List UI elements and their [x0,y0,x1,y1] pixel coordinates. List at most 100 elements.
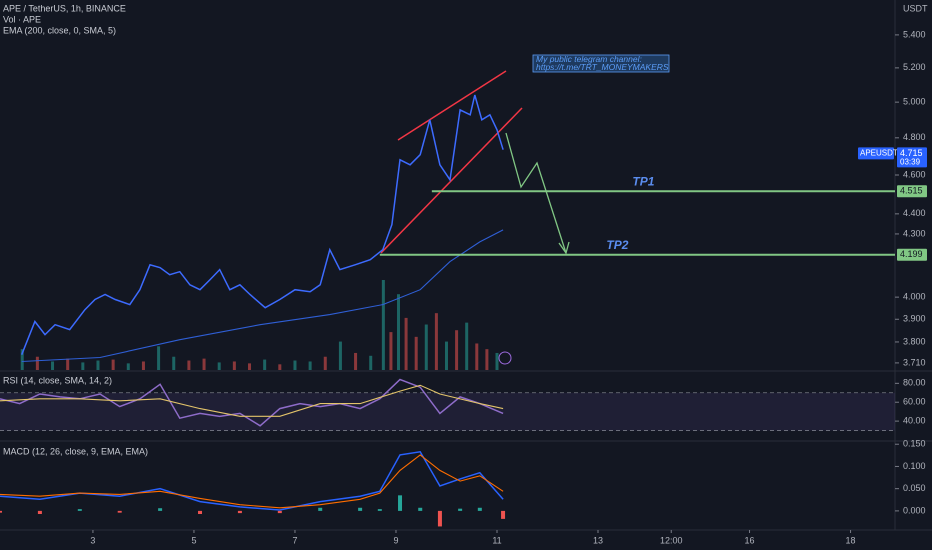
volume-bar [389,332,393,370]
y-tick-label: 0.100 [903,461,926,471]
series-line [0,384,504,417]
arrow-head [558,241,570,255]
x-tick-label: 11 [492,535,501,545]
x-tick-label: 12:00 [660,535,683,545]
target-price-box [897,248,927,261]
alert-icon[interactable] [498,351,512,365]
target-price-box [897,185,927,198]
y-tick-label: 5.200 [903,62,926,72]
macd-title: MACD (12, 26, close, 9, EMA, EMA) [3,446,148,456]
volume-bar [414,336,418,370]
note-box [532,54,670,73]
symbol-box [858,147,894,160]
y-tick-label: 4.800 [903,132,926,142]
histogram-bar [237,510,242,514]
channel-line [397,70,507,141]
histogram-bar [458,508,463,511]
y-tick-label: 3.900 [903,314,926,324]
volume-bar [323,356,327,370]
volume-bar [217,362,221,370]
last-price-box [897,147,927,168]
series-line [21,94,504,355]
series-line [21,229,504,363]
y-tick-label: 0.000 [903,505,926,515]
target-label: TP2 [606,238,628,252]
volume-bar [278,364,282,370]
histogram-bar [418,507,423,511]
x-tick-label: 16 [745,535,755,545]
volume-bar [157,346,161,370]
volume-bar [232,361,236,370]
volume-bar [465,322,469,370]
volume-bar [404,317,408,370]
volume-bar [35,356,39,370]
histogram-bar [358,507,363,511]
x-tick-label: 3 [90,535,95,545]
volume-bar [434,313,438,370]
series-line [0,450,504,511]
x-tick-label: 9 [393,535,398,545]
volume-bar [172,356,176,370]
histogram-bar [37,510,42,514]
volume-bar [187,360,191,370]
volume-bar [263,359,267,370]
y-tick-label: 0.050 [903,483,926,493]
projection-arrow [505,132,567,254]
y-tick-label: 4.000 [903,292,926,302]
unit-label: USDT [903,3,928,13]
countdown: 03:39 [900,158,921,167]
volume-bar [397,294,401,370]
target-label: TP1 [632,174,654,188]
volume-label: Vol · APE [3,14,41,24]
y-tick-label: 3.800 [903,336,926,346]
histogram-bar [318,507,323,511]
volume-bar [111,359,115,370]
chart-title: APE / TetherUS, 1h, BINANCE [3,3,126,13]
x-tick-label: 7 [292,535,297,545]
y-tick-label: 5.000 [903,97,926,107]
volume-bar [20,349,24,370]
volume-bar [381,280,385,370]
volume-bar [338,341,342,370]
note-line: My public telegram channel: [536,54,642,64]
rsi-title: RSI (14, close, SMA, 14, 2) [3,375,112,385]
histogram-bar [377,509,382,511]
volume-bar [369,355,373,370]
histogram-bar [158,508,163,511]
y-tick-label: 4.300 [903,228,926,238]
histogram-bar [501,510,506,519]
volume-bar [308,361,312,370]
target-price: 4.515 [900,186,923,196]
volume-bar [495,352,499,370]
histogram-bar [77,509,82,511]
volume-bar [485,349,489,370]
histogram-bar [117,510,122,513]
x-tick-label: 13 [593,535,603,545]
series-line [0,454,504,509]
y-tick-label: 60.00 [903,397,926,407]
x-tick-label: 5 [191,535,196,545]
volume-bar [293,360,297,370]
volume-bar [354,352,358,370]
volume-bar [51,361,55,370]
y-tick-label: 5.400 [903,29,926,39]
note-line: https://t.me/TRT_MONEYMAKERS [536,62,669,72]
volume-bar [202,358,206,370]
volume-bar [141,361,145,370]
rsi-band [0,392,895,431]
ema-label: EMA (200, close, 0, SMA, 5) [3,25,116,35]
histogram-bar [0,510,2,513]
y-tick-label: 4.600 [903,169,926,179]
y-tick-label: 3.710 [903,357,926,367]
last-price: 4.715 [900,148,923,158]
volume-bar [96,360,100,370]
volume-bar [81,362,85,370]
volume-bar [475,343,479,370]
y-tick-label: 80.00 [903,378,926,388]
y-tick-label: 4.400 [903,208,926,218]
histogram-bar [277,510,282,514]
volume-bar [424,324,428,370]
volume-bar [248,363,252,370]
histogram-bar [398,495,403,511]
